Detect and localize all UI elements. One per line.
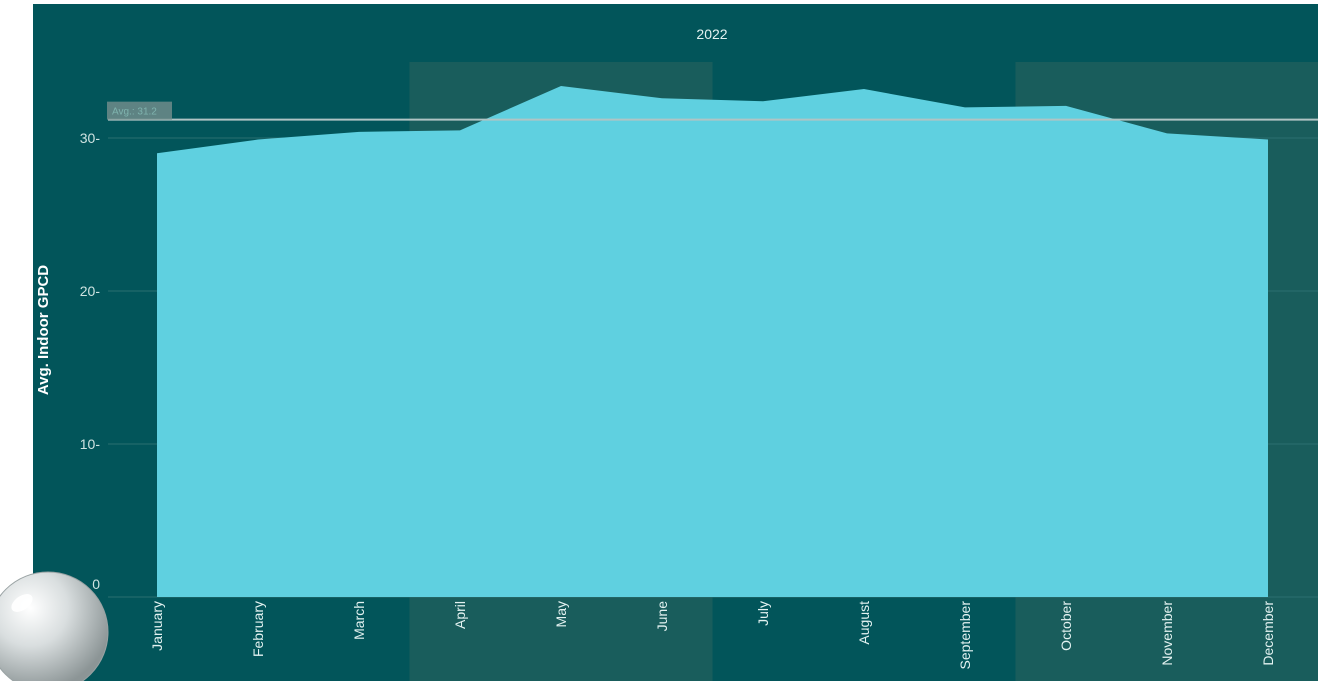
y-tick-label: 30-	[80, 130, 101, 146]
x-tick-label: May	[553, 601, 569, 627]
y-tick-label: 0	[92, 576, 100, 592]
gpcd-area-series	[157, 85, 1268, 597]
y-axis-ticks: 0 10- 20- 30-	[80, 130, 101, 592]
glass-orb-icon	[0, 571, 109, 686]
x-tick-label: March	[351, 601, 367, 640]
x-tick-label: April	[452, 601, 468, 629]
x-tick-label: January	[149, 601, 165, 651]
x-tick-label: February	[250, 601, 266, 657]
x-tick-label: November	[1159, 601, 1175, 666]
x-axis-ticks: January February March April May June July Augu…	[149, 601, 1276, 670]
x-tick-label: June	[654, 601, 670, 632]
y-tick-label: 20-	[80, 283, 101, 299]
x-tick-label: December	[1260, 601, 1276, 666]
average-label-box	[107, 101, 172, 120]
y-axis-label: Avg. Indoor GPCD	[35, 265, 52, 395]
panel-year-title: 2022	[696, 26, 727, 42]
average-label: Avg.: 31.2	[112, 107, 157, 118]
average-line-group: Avg.: 31.2	[107, 101, 1318, 121]
x-tick-label: September	[957, 601, 973, 670]
x-tick-label: August	[856, 601, 872, 645]
x-tick-label: July	[755, 601, 771, 626]
y-tick-label: 10-	[80, 436, 101, 452]
x-tick-label: October	[1058, 601, 1074, 651]
